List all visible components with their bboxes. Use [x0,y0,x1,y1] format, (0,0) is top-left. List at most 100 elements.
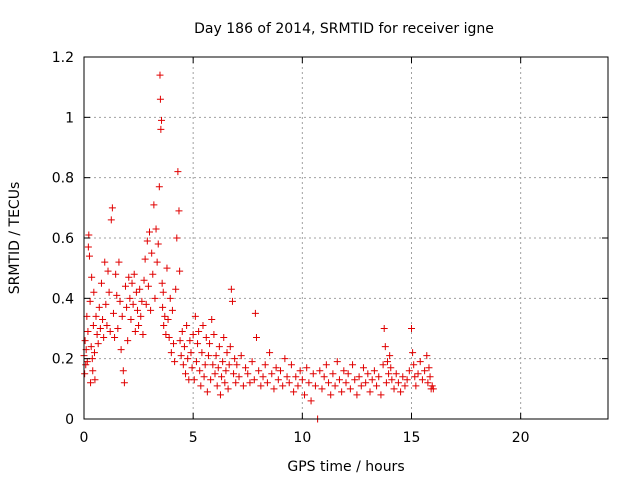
data-point [287,361,295,369]
data-point [136,285,144,293]
data-point [81,337,89,345]
data-point [194,340,202,348]
data-point [252,334,260,342]
data-point [377,391,385,399]
data-point [117,346,125,354]
data-point [428,382,436,390]
data-point [202,334,210,342]
x-tick-label: 10 [293,430,311,446]
data-point [161,312,169,320]
data-point [196,367,204,375]
data-point [197,382,205,390]
data-point [133,306,141,314]
x-tick-label: 0 [80,430,89,446]
data-point [261,361,269,369]
data-point [381,343,389,351]
data-point [263,379,271,387]
data-point [138,297,146,305]
data-point [87,379,95,387]
data-point [230,370,238,378]
data-point [115,258,123,266]
data-point [364,370,372,378]
data-point [118,312,126,320]
data-point [246,379,254,387]
data-point [156,95,164,103]
data-point [116,297,124,305]
data-point [186,337,194,345]
data-point [403,376,411,384]
data-point [114,325,122,332]
data-point [92,312,100,320]
data-point [139,331,147,339]
data-point [179,361,187,369]
grid [84,57,608,419]
data-point [223,349,231,357]
data-point [83,358,91,366]
data-point [285,379,293,387]
data-point [331,382,339,390]
data-point [141,255,149,263]
data-point [198,349,206,357]
data-point [353,391,361,399]
y-tick-label: 0.4 [52,291,74,307]
data-point [148,249,156,257]
data-point [158,279,166,287]
data-point [204,352,212,360]
data-point [227,285,235,293]
data-point [340,367,348,375]
data-point [144,282,152,290]
data-point [225,361,233,369]
data-point [266,349,274,357]
data-point [137,312,145,320]
data-point [129,300,137,308]
data-point [82,361,90,369]
data-points [80,71,437,423]
data-point [184,355,192,363]
data-point [176,337,184,345]
data-point [386,352,394,360]
data-point [274,376,282,384]
data-point [410,361,418,369]
data-point [320,373,328,381]
data-point [298,376,306,384]
data-point [279,382,287,390]
data-point [167,349,175,357]
data-point [94,340,102,348]
data-point [251,309,259,317]
data-point [111,334,119,342]
data-point [90,349,98,357]
data-point [105,288,113,296]
data-point [172,285,180,293]
data-point [103,321,111,329]
data-point [121,282,129,290]
data-point [124,337,132,345]
data-point [268,370,276,378]
data-point [130,270,138,278]
data-point [174,168,182,176]
y-tick-label: 0 [65,412,74,428]
data-point [390,385,398,393]
data-point [213,382,221,390]
data-point [351,376,359,384]
data-point [368,376,376,384]
data-point [97,279,105,287]
data-point [173,234,181,242]
data-point [104,267,112,275]
data-point [132,288,140,296]
data-point [158,116,166,124]
data-point [189,331,197,339]
data-point [208,315,216,323]
data-point [131,328,139,336]
data-point [222,367,230,375]
data-point [126,294,134,302]
data-point [188,364,196,372]
data-point [303,364,311,372]
data-point [370,367,378,375]
data-point [87,343,95,351]
data-point [142,300,150,308]
data-point [270,385,278,393]
data-point [294,382,302,390]
data-point [156,71,164,79]
data-point [93,331,101,339]
